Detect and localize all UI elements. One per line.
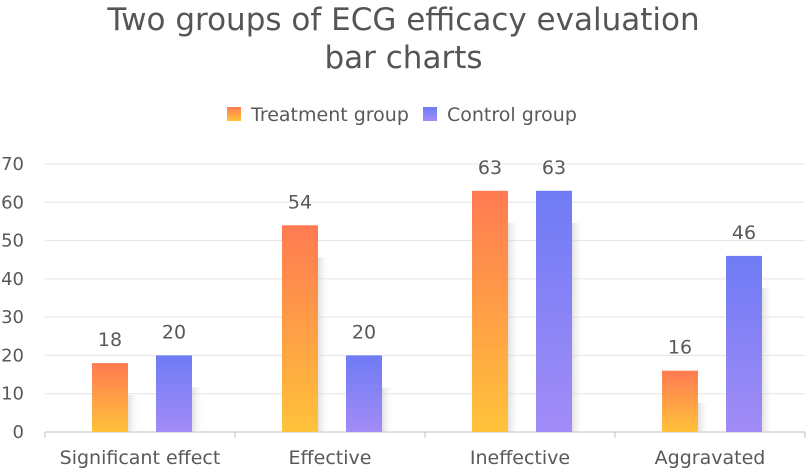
chart-title-line-1: Two groups of ECG efficacy evaluation <box>107 2 700 38</box>
bar-shadow <box>318 257 330 432</box>
data-label-treatment-0: 18 <box>98 329 122 351</box>
bar-treatment-2 <box>472 190 508 432</box>
y-tick-label-10: 10 <box>1 384 24 405</box>
legend-label-control: Control group <box>447 104 577 126</box>
bar-control-2 <box>536 190 572 432</box>
bar-shadow <box>508 222 520 432</box>
data-label-treatment-2: 63 <box>478 157 502 179</box>
x-tick-label-1: Effective <box>289 447 372 469</box>
bar-shadow <box>698 402 710 432</box>
bar-control-0 <box>156 355 192 432</box>
y-tick-label-60: 60 <box>1 192 24 213</box>
x-tick-label-2: Ineffective <box>470 447 570 469</box>
y-tick-label-50: 50 <box>1 231 24 252</box>
bar-treatment-1 <box>282 225 318 432</box>
bar-treatment-3 <box>662 370 698 432</box>
legend-swatch-control <box>423 107 437 121</box>
data-label-control-0: 20 <box>162 321 186 343</box>
x-tick-label-0: Significant effect <box>60 447 221 469</box>
data-label-treatment-1: 54 <box>288 191 312 213</box>
bar-control-3 <box>726 255 762 432</box>
bar-shadow <box>762 287 774 432</box>
data-label-control-1: 20 <box>352 321 376 343</box>
y-tick-label-0: 0 <box>13 422 24 443</box>
bar-shadow <box>128 395 140 432</box>
bar-shadow <box>572 222 584 432</box>
bar-shadow <box>382 387 394 432</box>
legend-label-treatment: Treatment group <box>250 104 409 126</box>
y-tick-label-20: 20 <box>1 345 24 366</box>
y-tick-label-70: 70 <box>1 154 24 175</box>
data-label-treatment-3: 16 <box>668 337 692 359</box>
chart-title-line-2: bar charts <box>324 40 483 76</box>
x-tick-label-3: Aggravated <box>655 447 766 469</box>
bar-shadow <box>192 387 204 432</box>
bar-control-1 <box>346 355 382 432</box>
legend-swatch-treatment <box>227 107 241 121</box>
y-tick-label-30: 30 <box>1 307 24 328</box>
y-tick-label-40: 40 <box>1 269 24 290</box>
data-label-control-3: 46 <box>732 222 756 244</box>
data-label-control-2: 63 <box>542 157 566 179</box>
bar-treatment-0 <box>92 363 128 432</box>
